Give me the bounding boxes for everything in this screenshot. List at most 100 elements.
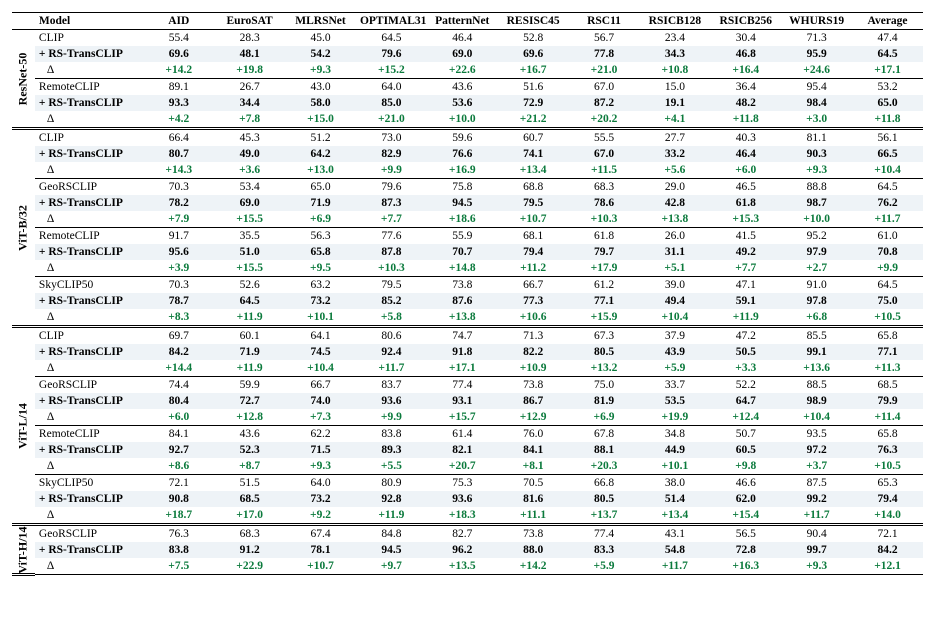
- cell: 65.8: [852, 426, 923, 443]
- cell: 91.8: [427, 344, 498, 360]
- table-row: ViT-L/14CLIP69.760.164.180.674.771.367.3…: [12, 327, 923, 345]
- cell: 59.9: [214, 377, 285, 394]
- cell: +11.9: [214, 309, 285, 327]
- cell: 71.3: [781, 30, 852, 47]
- cell: 70.3: [143, 179, 214, 196]
- cell: 75.0: [569, 377, 640, 394]
- cell: 42.8: [639, 195, 710, 211]
- cell: +10.3: [569, 211, 640, 228]
- cell: 58.0: [285, 95, 356, 111]
- model-name: RemoteCLIP: [35, 79, 143, 96]
- cell: 56.3: [285, 228, 356, 245]
- cell: 84.1: [143, 426, 214, 443]
- cell: 74.1: [498, 146, 569, 162]
- cell: 79.6: [356, 179, 427, 196]
- cell: 88.8: [781, 179, 852, 196]
- cell: +10.5: [852, 309, 923, 327]
- cell: 93.6: [427, 491, 498, 507]
- cell: 56.5: [710, 525, 781, 543]
- cell: +6.9: [285, 211, 356, 228]
- cell: +3.7: [781, 458, 852, 475]
- table-row: Δ+7.9+15.5+6.9+7.7+18.6+10.7+10.3+13.8+1…: [12, 211, 923, 228]
- cell: +16.4: [710, 62, 781, 79]
- cell: +10.5: [852, 458, 923, 475]
- cell: +9.9: [356, 162, 427, 179]
- cell: 51.0: [214, 244, 285, 260]
- cell: +19.9: [639, 409, 710, 426]
- cell: 73.2: [285, 491, 356, 507]
- cell: 81.6: [498, 491, 569, 507]
- cell: +13.8: [639, 211, 710, 228]
- table-row: Δ+3.9+15.5+9.5+10.3+14.8+11.2+17.9+5.1+7…: [12, 260, 923, 277]
- cell: 77.4: [427, 377, 498, 394]
- cell: 62.0: [710, 491, 781, 507]
- results-table: Model AID EuroSAT MLRSNet OPTIMAL31 Patt…: [12, 12, 923, 576]
- cell: +9.3: [781, 558, 852, 575]
- cell: +8.3: [143, 309, 214, 327]
- cell: +11.7: [781, 507, 852, 525]
- cell: 36.4: [710, 79, 781, 96]
- cell: 80.9: [356, 475, 427, 492]
- cell: +9.7: [356, 558, 427, 575]
- model-plus: + RS-TransCLIP: [35, 442, 143, 458]
- cell: 51.6: [498, 79, 569, 96]
- cell: 84.2: [852, 542, 923, 558]
- cell: +13.2: [569, 360, 640, 377]
- cell: +11.4: [852, 409, 923, 426]
- cell: 52.6: [214, 277, 285, 294]
- table-row: Δ+14.3+3.6+13.0+9.9+16.9+13.4+11.5+5.6+6…: [12, 162, 923, 179]
- cell: 69.0: [214, 195, 285, 211]
- cell: 97.8: [781, 293, 852, 309]
- cell: +5.5: [356, 458, 427, 475]
- cell: 52.2: [710, 377, 781, 394]
- cell: +15.2: [356, 62, 427, 79]
- cell: +15.3: [710, 211, 781, 228]
- cell: +9.8: [710, 458, 781, 475]
- cell: 73.8: [498, 525, 569, 543]
- cell: 98.4: [781, 95, 852, 111]
- cell: +7.7: [710, 260, 781, 277]
- cell: 53.4: [214, 179, 285, 196]
- table-row: + RS-TransCLIP78.764.573.285.287.677.377…: [12, 293, 923, 309]
- cell: 80.6: [356, 327, 427, 345]
- cell: +10.0: [781, 211, 852, 228]
- cell: 80.7: [143, 146, 214, 162]
- cell: +16.3: [710, 558, 781, 575]
- cell: 48.2: [710, 95, 781, 111]
- cell: 91.7: [143, 228, 214, 245]
- delta-label: Δ: [35, 360, 143, 377]
- cell: +10.6: [498, 309, 569, 327]
- cell: 77.6: [356, 228, 427, 245]
- cell: +15.5: [214, 211, 285, 228]
- cell: 69.6: [498, 46, 569, 62]
- cell: 67.4: [285, 525, 356, 543]
- cell: +7.5: [143, 558, 214, 575]
- cell: +11.7: [639, 558, 710, 575]
- cell: 76.2: [852, 195, 923, 211]
- cell: +14.4: [143, 360, 214, 377]
- cell: +4.1: [639, 111, 710, 129]
- cell: 99.7: [781, 542, 852, 558]
- cell: 30.4: [710, 30, 781, 47]
- table-row: ResNet-50CLIP55.428.345.064.546.452.856.…: [12, 30, 923, 47]
- cell: +13.7: [569, 507, 640, 525]
- table-body: ResNet-50CLIP55.428.345.064.546.452.856.…: [12, 30, 923, 575]
- cell: +9.3: [285, 458, 356, 475]
- delta-label: Δ: [35, 211, 143, 228]
- cell: +8.6: [143, 458, 214, 475]
- col-resisc45: RESISC45: [498, 13, 569, 30]
- cell: +13.4: [639, 507, 710, 525]
- arch-col-header: [12, 13, 35, 30]
- cell: 78.1: [285, 542, 356, 558]
- cell: +10.4: [639, 309, 710, 327]
- cell: +3.0: [781, 111, 852, 129]
- cell: +7.7: [356, 211, 427, 228]
- cell: 61.2: [569, 277, 640, 294]
- cell: 61.8: [710, 195, 781, 211]
- col-mlrsnet: MLRSNet: [285, 13, 356, 30]
- cell: +18.3: [427, 507, 498, 525]
- cell: 81.9: [569, 393, 640, 409]
- cell: +10.8: [639, 62, 710, 79]
- cell: +7.3: [285, 409, 356, 426]
- cell: +10.7: [498, 211, 569, 228]
